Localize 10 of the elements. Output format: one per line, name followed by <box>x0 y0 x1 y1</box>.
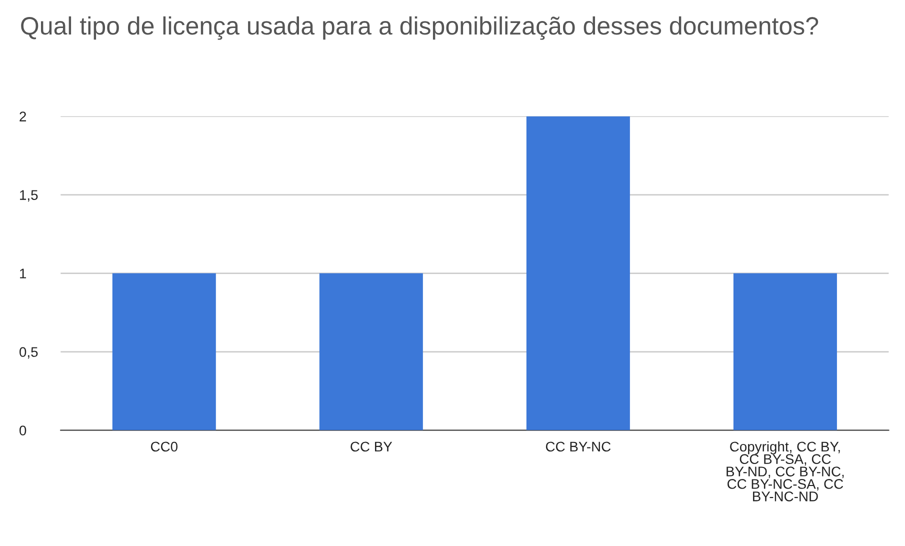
y-tick-label: 1 <box>20 268 26 278</box>
x-tick-label: CC BY <box>350 442 392 452</box>
y-tick-label: 0,5 <box>20 347 38 359</box>
x-tick-label: Copyright, CC BY, CC BY-SA, CC BY-ND, CC BY-NC, CC BY-NC-SA, CC BY-NC-ND <box>726 441 844 502</box>
y-tick-label: 2 <box>20 112 26 122</box>
y-tick-label: 1,5 <box>20 190 38 202</box>
x-tick-label: CC0 <box>150 442 178 452</box>
y-tick-label: 0 <box>20 426 26 436</box>
chart-title: Qual tipo de licença usada para a disponibilização desses documentos? <box>21 16 818 40</box>
x-tick-label: CC BY-NC <box>546 442 611 452</box>
